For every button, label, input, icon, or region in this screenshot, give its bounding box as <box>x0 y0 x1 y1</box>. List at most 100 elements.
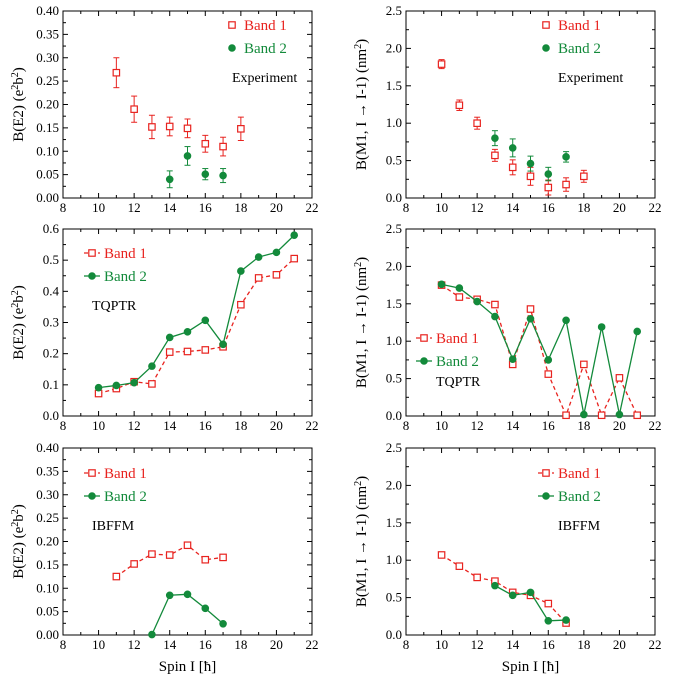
y-tick-label: 0.3 <box>43 315 59 330</box>
data-point-band1 <box>112 68 121 77</box>
data-point-band1 <box>88 249 96 257</box>
data-point-band2 <box>562 316 570 325</box>
data-point-band2 <box>544 356 553 364</box>
data-point-band2 <box>219 171 227 180</box>
x-tick-label: 16 <box>199 418 213 433</box>
panel-tag: TQPTR <box>436 375 481 390</box>
y-tick-label: 0.10 <box>36 580 59 595</box>
data-point-band1 <box>491 300 499 309</box>
plot-frame <box>405 447 656 636</box>
y-tick-label: 2.0 <box>386 477 402 492</box>
y-tick-label: 1.5 <box>386 515 402 530</box>
data-point-band1 <box>562 411 570 420</box>
data-point-band2 <box>580 410 588 419</box>
data-point-band1 <box>562 180 570 189</box>
legend: Band 1 Band 2 <box>542 18 601 57</box>
x-tick-label: 16 <box>199 637 213 652</box>
x-tick-label: 8 <box>60 200 67 215</box>
data-point-band2 <box>508 355 517 363</box>
y-tick-label: 0.05 <box>36 604 59 619</box>
data-point-band2 <box>491 134 499 142</box>
y-tick-label: 1.0 <box>386 333 402 348</box>
data-point-band2 <box>455 284 464 292</box>
y-tick-label: 2.0 <box>386 258 402 273</box>
legend: Band 1 Band 2 <box>538 466 601 505</box>
data-point-band2 <box>183 152 192 160</box>
chart-panel-2: 8 10 12 14 16 18 20 22 0.0 0.5 1.0 1.5 2.0 2.5 B(M1, I… <box>353 3 662 215</box>
data-point-band1 <box>148 123 156 131</box>
data-point-band2 <box>615 410 624 419</box>
x-tick-label: 22 <box>306 200 319 215</box>
data-point-band2 <box>228 44 236 52</box>
y-axis-label: B(M1, I → I-1) (nm2) <box>353 257 371 388</box>
y-tick-label: 0.0 <box>43 408 59 423</box>
data-point-band2 <box>219 340 227 349</box>
y-tick-label: 1.5 <box>386 296 402 311</box>
data-point-band2 <box>88 272 96 280</box>
legend: Band 1 Band 2 <box>84 466 147 505</box>
data-point-band2 <box>508 144 517 152</box>
data-point-band2 <box>219 619 227 628</box>
x-tick-label: 20 <box>613 418 626 433</box>
legend-label-band1: Band 1 <box>104 466 147 482</box>
legend-label-band1: Band 1 <box>436 331 479 347</box>
x-tick-label: 10 <box>92 637 105 652</box>
data-point-band1 <box>290 254 299 263</box>
data-point-band1 <box>165 551 174 559</box>
series-band2 <box>437 280 642 419</box>
data-point-band2 <box>148 362 156 370</box>
data-point-band2 <box>237 267 245 275</box>
data-point-band1 <box>508 163 517 172</box>
y-tick-label: 2.0 <box>386 40 402 55</box>
series-band2 <box>491 130 570 182</box>
plot-frame <box>62 10 313 199</box>
panel-tag: TQPTR <box>92 299 137 314</box>
data-point-band2 <box>508 591 517 600</box>
x-tick-label: 10 <box>92 418 105 433</box>
y-tick-label: 0.15 <box>36 557 59 572</box>
data-point-band1 <box>165 348 174 356</box>
data-point-band1 <box>473 573 481 582</box>
data-point-band2 <box>290 231 299 240</box>
legend-label-band2: Band 2 <box>558 489 601 505</box>
x-tick-label: 14 <box>506 200 520 215</box>
data-point-band1 <box>201 139 210 148</box>
panel-tag: IBFFM <box>92 519 135 534</box>
x-tick-label: 8 <box>403 200 410 215</box>
x-tick-label: 22 <box>306 637 319 652</box>
data-point-band1 <box>219 142 227 151</box>
x-tick-label: 22 <box>649 637 662 652</box>
y-axis-label: B(M1, I → I-1) (nm2) <box>353 476 371 607</box>
data-point-band1 <box>183 347 192 356</box>
legend: Band 1 Band 2 <box>228 18 287 57</box>
data-point-band2 <box>183 328 192 336</box>
data-point-band1 <box>148 380 156 388</box>
x-tick-label: 18 <box>577 637 590 652</box>
x-axis-label: Spin I [ħ] <box>159 659 217 675</box>
data-point-band2 <box>165 591 174 600</box>
y-tick-label: 0.5 <box>386 371 402 386</box>
y-tick-label: 0.35 <box>36 26 59 41</box>
data-point-band2 <box>526 159 535 168</box>
x-tick-label: 14 <box>163 418 177 433</box>
series-band1 <box>437 551 570 627</box>
y-axis-label: B(E2) (e2b2) <box>10 67 28 142</box>
data-point-band1 <box>597 411 606 420</box>
data-point-band1 <box>580 172 588 181</box>
data-point-band2 <box>597 323 606 331</box>
data-point-band1 <box>544 370 553 378</box>
data-point-band2 <box>201 170 210 178</box>
data-point-band2 <box>112 381 121 390</box>
data-point-band2 <box>201 604 210 613</box>
x-tick-label: 12 <box>471 418 484 433</box>
data-point-band1 <box>580 360 588 369</box>
legend-label-band2: Band 2 <box>558 41 601 57</box>
data-point-band1 <box>526 172 535 181</box>
x-tick-label: 12 <box>471 637 484 652</box>
x-tick-label: 20 <box>270 200 283 215</box>
y-tick-label: 1.0 <box>386 552 402 567</box>
y-tick-label: 0.20 <box>36 534 59 549</box>
data-point-band2 <box>473 297 481 306</box>
x-tick-label: 16 <box>542 418 556 433</box>
